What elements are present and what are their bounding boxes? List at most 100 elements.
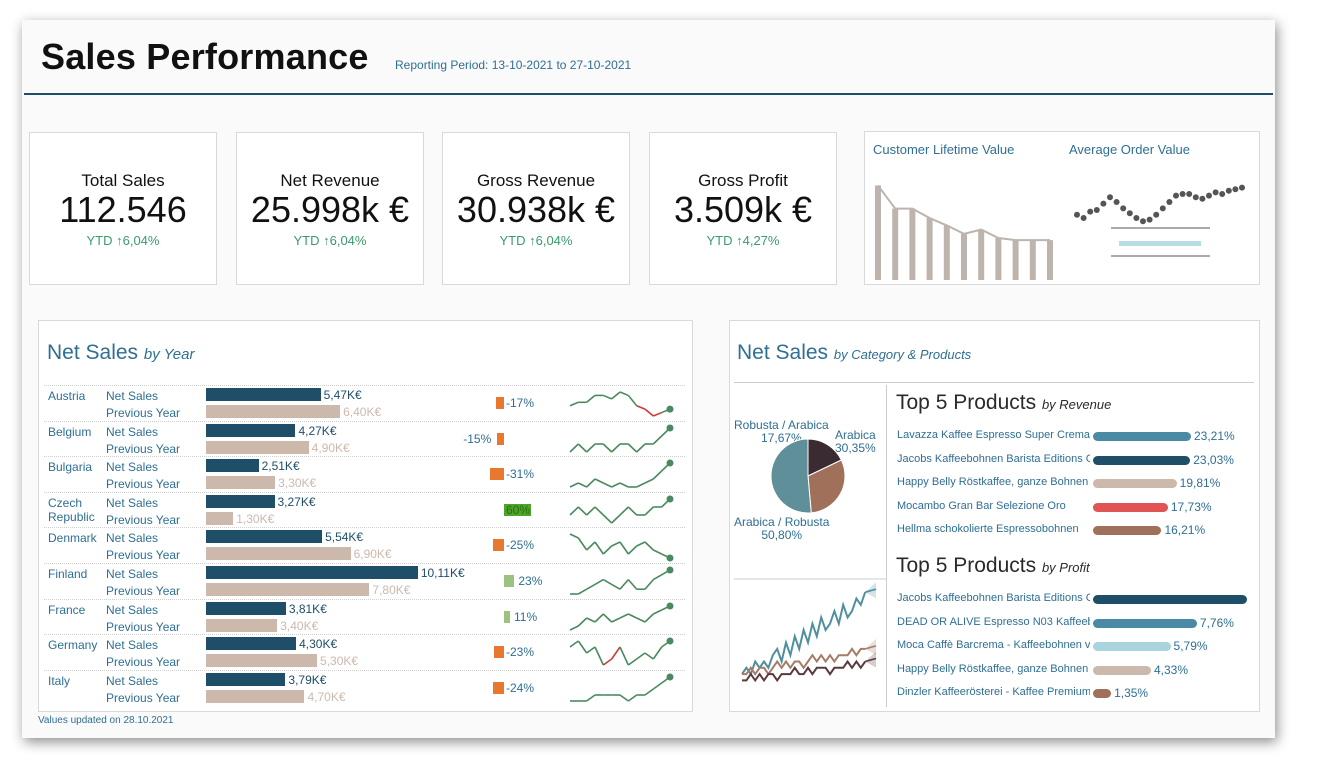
previous-year-value: 6,40K€ (343, 405, 382, 419)
header-divider (24, 93, 1273, 95)
country-name: Denmark (48, 531, 97, 546)
kpi-gross-revenue[interactable]: Gross Revenue 30.938k € YTD ↑6,04% (442, 132, 630, 285)
net-sales-bar (206, 459, 259, 473)
sparkline-chart (570, 566, 674, 595)
aov-point (1140, 218, 1146, 225)
table-row[interactable]: France Net Sales Previous Year 3,81K€ 3,40K€… (44, 598, 685, 635)
clv-bar (978, 229, 985, 280)
aov-point (1113, 199, 1120, 205)
sparkline-end-dot (666, 637, 674, 645)
previous-year-label: Previous Year (106, 619, 181, 634)
kpi-gross-profit[interactable]: Gross Profit 3.509k € YTD ↑4,27% (649, 132, 837, 285)
sparkline-segment (611, 514, 621, 524)
product-value: 23,21% (1194, 429, 1235, 443)
sparkline-segment (569, 443, 579, 453)
previous-year-value: 4,90K€ (311, 440, 350, 455)
table-row[interactable]: Germany Net Sales Previous Year 4,30K€ 5,30K… (44, 634, 685, 670)
previous-year-bar (206, 511, 234, 525)
sparkline-segment (602, 613, 613, 623)
product-bar (1093, 479, 1177, 489)
previous-year-bar (206, 689, 305, 703)
aov-label: Average Order Value (1069, 142, 1190, 157)
net-sales-category-panel: Net Sales by Category & Products Robusta… (729, 320, 1260, 712)
table-row[interactable]: Belgium Net Sales Previous Year 4,27K€ 4,90K… (44, 420, 685, 457)
category-vertical-divider (886, 385, 887, 707)
sparkline-segment (644, 506, 654, 516)
product-bar (1093, 502, 1168, 512)
table-row[interactable]: Finland Net Sales Previous Year 10,11K€ 7,80… (44, 563, 685, 599)
product-row[interactable]: Dinzler Kaffeerösterei - Kaffee Premium … (897, 685, 1257, 701)
product-row[interactable]: Lavazza Kaffee Espresso Super Crema 23,21… (897, 428, 1257, 444)
change-indicator-bar (493, 681, 504, 694)
table-row[interactable]: Denmark Net Sales Previous Year 5,54K€ 6,90K… (44, 527, 685, 563)
sparkline-segment (652, 549, 663, 556)
sparkline-segment (644, 652, 654, 660)
kpi-label: Total Sales (81, 171, 165, 190)
net-sales-label: Net Sales (106, 531, 159, 546)
product-row[interactable]: Mocambo Gran Bar Selezione Oro 17,73% (897, 499, 1257, 515)
net-sales-value: 3,27K€ (277, 494, 316, 509)
sparkline-segment (627, 658, 638, 666)
aov-point (1186, 191, 1193, 197)
sparkline-end-dot (666, 424, 674, 432)
sparkline-segment (627, 443, 638, 453)
net-sales-value: 3,79K€ (288, 672, 327, 687)
sparkline-segment (619, 646, 630, 666)
product-row[interactable]: Jacobs Kaffeebohnen Barista Editions Cr.… (897, 452, 1257, 468)
change-percent: -15% (463, 431, 492, 446)
table-row[interactable]: Italy Net Sales Previous Year 3,79K€ 4,70K€ -… (44, 669, 685, 706)
table-row[interactable]: Bulgaria Net Sales Previous Year 2,51K€ 3,30… (44, 456, 685, 492)
product-bar (1093, 689, 1112, 699)
kpi-value: 112.546 (59, 189, 187, 230)
sparkline-segment (569, 401, 579, 407)
net-sales-value: 5,54K€ (325, 530, 364, 545)
country-name: Finland (48, 567, 88, 581)
sparkline-segment (652, 682, 663, 690)
sparkline-segment (644, 613, 654, 623)
sparkline-segment (586, 478, 596, 488)
kpi-value: 3.509k € (673, 189, 813, 230)
kpi-value: 30.938k € (456, 189, 616, 230)
aov-point (1093, 207, 1100, 213)
product-row[interactable]: Happy Belly Röstkaffee, ganze Bohnen 1..… (897, 662, 1257, 678)
sparkline-chart (569, 533, 674, 562)
sparkline-segment (603, 394, 612, 400)
sparkline-segment (586, 541, 596, 551)
aov-point (1219, 191, 1226, 197)
sparkline-segment (611, 391, 621, 400)
product-bar (1093, 526, 1162, 536)
product-value: 7,76% (1199, 615, 1234, 630)
sparkline-segment (577, 443, 588, 453)
kpi-total-sales[interactable]: Total Sales 112.546 YTD ↑6,04% (29, 132, 217, 285)
table-row[interactable]: Austria Net Sales Previous Year 5,47K€ 6,40K… (44, 385, 685, 421)
sparkline-chart (569, 391, 674, 417)
change-indicator-bar (504, 610, 510, 623)
change-percent: 23% (518, 574, 543, 588)
product-row[interactable]: DEAD OR ALIVE Espresso N03 Kaffeeb.. 7,76… (897, 615, 1257, 631)
product-name: Dinzler Kaffeerösterei - Kaffee Premium … (897, 686, 1090, 699)
category-divider (734, 382, 1254, 383)
sparkline-segment (636, 541, 646, 548)
sparkline-segment (619, 482, 629, 488)
sparkline-end-dot (666, 405, 674, 413)
net-sales-value: 5,47K€ (323, 388, 362, 402)
table-row[interactable]: Czech Republic Net Sales Previous Year 3,27… (44, 491, 685, 528)
pie-label-robusta-arabica-name: Robusta / Arabica (734, 418, 829, 432)
kpi-ytd: YTD ↑4,27% (706, 233, 780, 248)
previous-year-label: Previous Year (106, 548, 181, 563)
net-sales-bar (206, 423, 296, 437)
kpi-label: Gross Profit (698, 171, 788, 190)
kpi-net-revenue[interactable]: Net Revenue 25.998k € YTD ↑6,04% (236, 132, 424, 285)
aov-point (1225, 187, 1232, 194)
sparkline-chart (569, 424, 674, 453)
sparkline-segment (602, 545, 613, 555)
net-sales-label: Net Sales (106, 424, 159, 439)
product-name: Happy Belly Röstkaffee, ganze Bohnen 1.. (897, 476, 1090, 489)
product-row[interactable]: Moca Caffè Barcrema - Kaffeebohnen v.. 5,… (897, 638, 1257, 654)
product-row[interactable]: Jacobs Kaffeebohnen Barista Editions Cr.… (897, 591, 1257, 607)
change-indicator-bar (504, 575, 515, 587)
product-row[interactable]: Hellma schokolierte Espressobohnen 16,21% (897, 522, 1257, 538)
sparkline-segment (594, 646, 605, 666)
sparkline-segment (644, 478, 654, 484)
product-row[interactable]: Happy Belly Röstkaffee, ganze Bohnen 1..… (897, 475, 1257, 491)
